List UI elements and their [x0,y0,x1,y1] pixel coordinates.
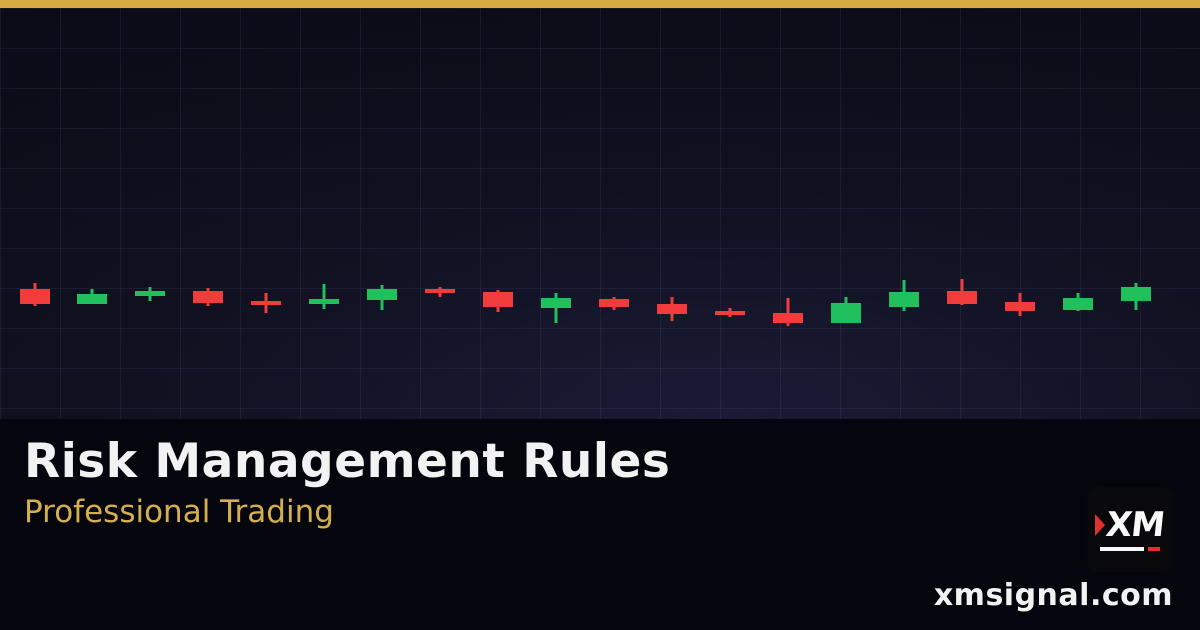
text-block: Risk Management Rules Professional Tradi… [24,434,671,531]
page-subtitle: Professional Trading [24,494,334,531]
website-url: xmsignal.com [933,578,1173,613]
logo-underline-white [1100,547,1144,551]
accent-top-bar [0,0,1200,8]
logo-row: XM [1095,505,1167,545]
page-title: Risk Management Rules [24,434,671,489]
play-triangle-icon [1095,514,1106,536]
logo-underline-red [1148,547,1160,551]
brand-block: XM xmsignal.com [934,487,1173,613]
bottom-section: Risk Management Rules Professional Tradi… [0,419,1200,630]
chart-grid [0,8,1200,419]
logo-text: XM [1104,505,1167,545]
logo-underline [1100,547,1160,551]
candlestick-chart [0,8,1200,419]
xm-logo: XM [1087,487,1173,572]
